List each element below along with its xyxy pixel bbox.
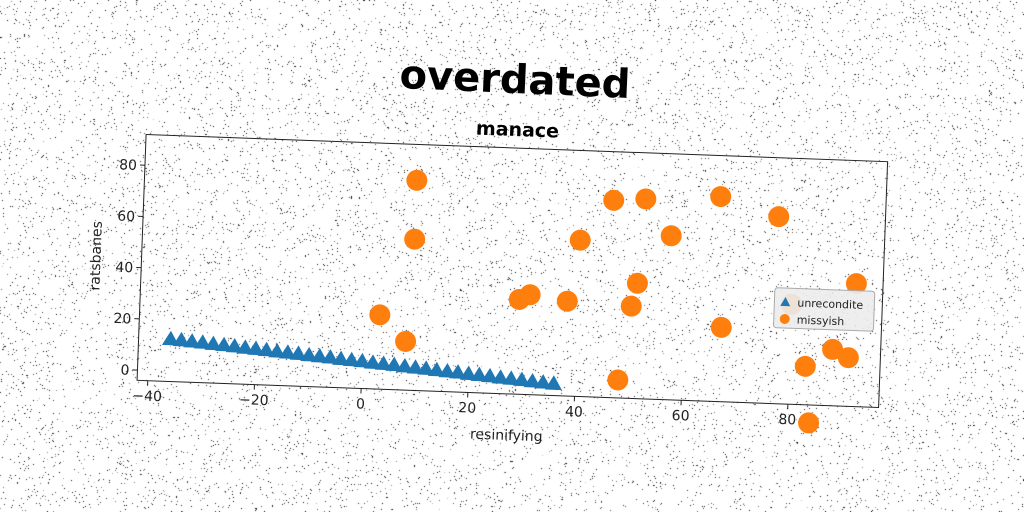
point-unrecondite — [172, 331, 190, 347]
point-unrecondite — [215, 336, 233, 352]
x-axis-label: resinifying — [470, 427, 543, 446]
legend: unrecondite missyish — [773, 287, 876, 332]
point-missyish — [519, 284, 541, 306]
x-tick-label: 60 — [671, 408, 689, 425]
legend-label-unrecondite: unrecondite — [797, 296, 864, 311]
point-unrecondite — [481, 367, 499, 383]
point-unrecondite — [544, 375, 562, 391]
point-missyish — [794, 355, 816, 377]
point-missyish — [404, 228, 426, 250]
figure-suptitle: overdated — [399, 52, 632, 108]
point-missyish — [845, 273, 867, 295]
point-unrecondite — [300, 346, 318, 362]
legend-marker-unrecondite — [780, 297, 791, 307]
point-unrecondite — [257, 341, 275, 357]
x-axis: −40 −20 0 20 40 60 80 — [132, 380, 797, 429]
point-unrecondite — [385, 356, 403, 372]
y-tick-label: 60 — [117, 208, 135, 225]
point-unrecondite — [438, 362, 456, 378]
point-unrecondite — [512, 371, 530, 387]
axes-frame — [136, 133, 889, 409]
point-unrecondite — [183, 333, 201, 348]
point-unrecondite — [395, 358, 413, 373]
point-missyish — [406, 169, 428, 191]
y-tick-label: 40 — [115, 260, 133, 277]
point-unrecondite — [470, 366, 488, 382]
point-unrecondite — [406, 359, 424, 374]
point-missyish — [556, 290, 578, 312]
point-missyish — [822, 338, 844, 360]
point-unrecondite — [236, 339, 254, 355]
x-tick-label: 80 — [778, 412, 796, 429]
point-unrecondite — [332, 350, 350, 366]
point-unrecondite — [364, 354, 382, 370]
point-missyish — [369, 304, 391, 326]
y-tick-label: 80 — [119, 157, 137, 174]
y-axis-label: ratsbanes — [87, 221, 106, 291]
axes-title: manace — [476, 118, 560, 143]
point-unrecondite — [268, 343, 286, 358]
point-unrecondite — [491, 369, 509, 385]
point-missyish — [569, 229, 591, 251]
point-missyish — [607, 369, 629, 391]
point-missyish — [626, 272, 648, 294]
x-tick-label: 0 — [356, 396, 366, 412]
x-tick-label: −40 — [132, 388, 162, 405]
point-unrecondite — [289, 345, 307, 361]
x-tick-label: 20 — [458, 400, 476, 417]
y-axis: 0 20 40 60 80 — [113, 157, 145, 379]
point-unrecondite — [278, 344, 296, 360]
legend-label-missyish: missyish — [796, 313, 844, 328]
x-tick-label: −20 — [239, 392, 269, 409]
point-unrecondite — [247, 340, 265, 356]
point-missyish — [635, 188, 657, 210]
point-unrecondite — [353, 352, 371, 368]
point-unrecondite — [161, 330, 179, 346]
point-unrecondite — [523, 372, 541, 388]
point-unrecondite — [225, 337, 243, 353]
point-unrecondite — [417, 360, 435, 376]
legend-box — [773, 287, 876, 332]
point-missyish — [710, 186, 732, 208]
point-missyish — [620, 295, 642, 317]
point-missyish — [603, 189, 625, 211]
point-missyish — [798, 412, 820, 434]
point-unrecondite — [459, 365, 477, 381]
point-missyish — [768, 206, 790, 228]
point-unrecondite — [321, 349, 339, 364]
plot-area: manace −40 −20 0 20 40 60 80 0 20 40 60 80 resinif… — [87, 118, 889, 446]
point-unrecondite — [502, 370, 520, 386]
y-tick-label: 0 — [120, 362, 130, 378]
point-missyish — [710, 316, 732, 338]
point-unrecondite — [193, 334, 211, 349]
x-tick-label: 40 — [565, 404, 583, 421]
legend-marker-missyish — [779, 314, 790, 325]
data-marks — [161, 169, 867, 434]
point-missyish — [837, 347, 859, 369]
point-unrecondite — [204, 335, 222, 351]
point-unrecondite — [427, 361, 445, 377]
point-unrecondite — [310, 348, 328, 363]
point-missyish — [395, 330, 417, 352]
y-tick-label: 20 — [113, 311, 131, 328]
point-unrecondite — [342, 351, 360, 367]
point-unrecondite — [534, 374, 552, 389]
point-unrecondite — [449, 364, 467, 379]
point-missyish — [660, 225, 682, 247]
point-unrecondite — [374, 355, 392, 371]
